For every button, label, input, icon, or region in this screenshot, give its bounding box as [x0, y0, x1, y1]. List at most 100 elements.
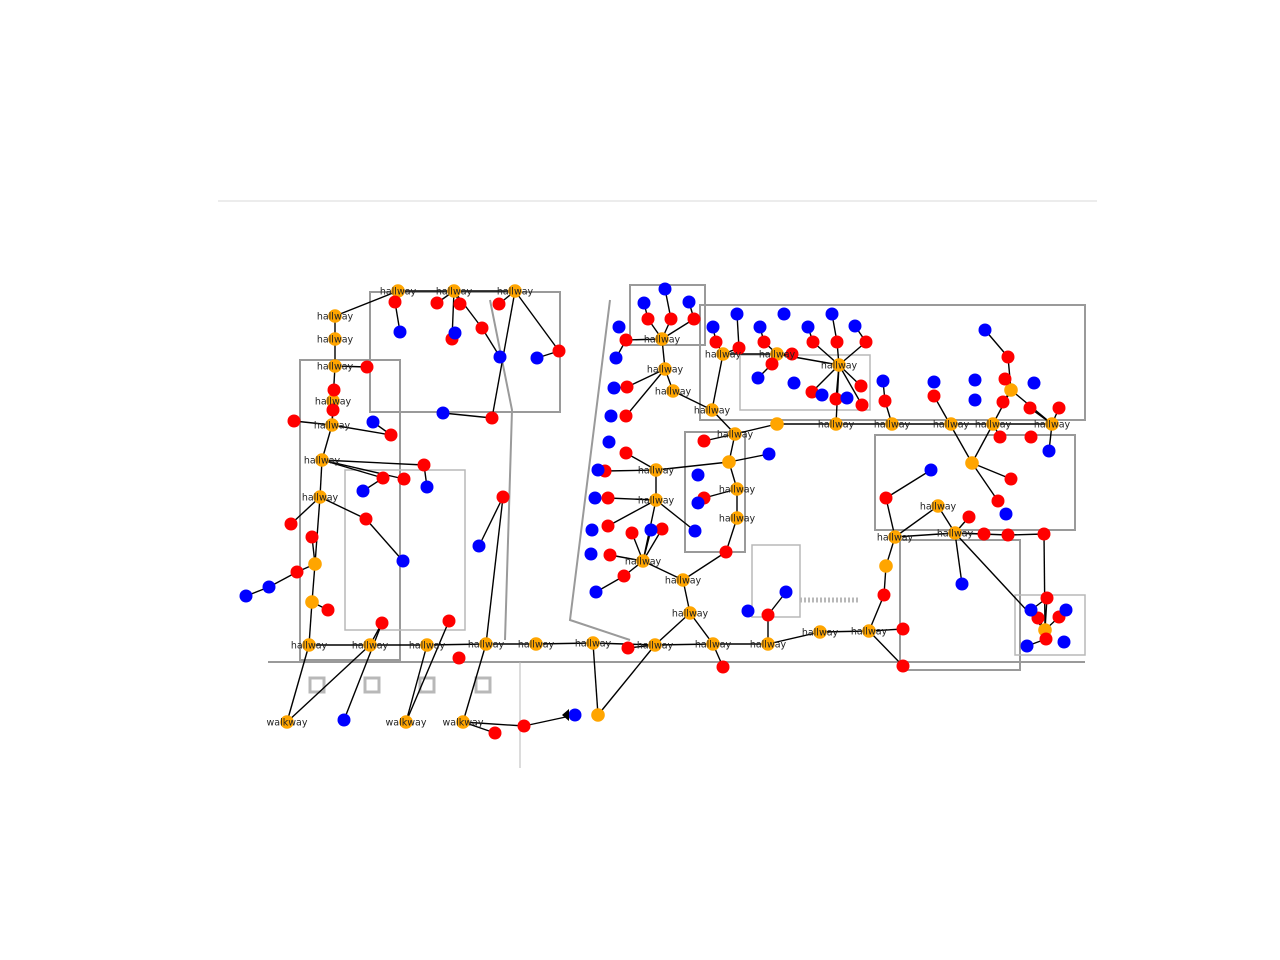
hallway-node: [761, 637, 775, 651]
door-node: [762, 447, 776, 461]
hallway-node: [655, 332, 669, 346]
graph-edge: [286, 644, 371, 723]
hallway-node: [888, 530, 902, 544]
graph-edge: [321, 459, 425, 466]
hallway-node: [591, 708, 605, 722]
door-node: [955, 577, 969, 591]
walkway-label: walkway: [386, 718, 427, 729]
hallway-label: hallway: [672, 609, 709, 620]
hallway-label: hallway: [655, 387, 692, 398]
door-node: [1042, 444, 1056, 458]
room-node: [805, 385, 819, 399]
graph-labels: hallway hallway hallway hallway hallway hallw…: [267, 287, 1071, 729]
graph-edge: [343, 622, 383, 721]
room-node: [855, 398, 869, 412]
room-node: [488, 726, 502, 740]
graph-edge: [954, 532, 963, 585]
graph-edge: [672, 390, 713, 411]
room-node: [765, 357, 779, 371]
graph-edge: [819, 630, 870, 633]
door-node: [239, 589, 253, 603]
hallway-node: [944, 417, 958, 431]
hallway-label: hallway: [380, 287, 417, 298]
graph-edge: [321, 459, 405, 480]
hallway-node: [986, 417, 1000, 431]
room-node: [877, 588, 891, 602]
hallway-node: [328, 359, 342, 373]
hallway-node: [479, 637, 493, 651]
room-node: [496, 490, 510, 504]
room-node: [621, 641, 635, 655]
graph-edge: [625, 368, 666, 417]
room-node: [475, 321, 489, 335]
room-node: [896, 659, 910, 673]
graph-edge: [894, 532, 956, 538]
room-node: [977, 527, 991, 541]
hallway-node: [508, 284, 522, 298]
hallway-label: hallway: [717, 430, 754, 441]
door-node: [591, 463, 605, 477]
hallway-label: hallway: [497, 287, 534, 298]
graph-edge: [971, 423, 994, 464]
room-node: [830, 335, 844, 349]
hallway-label: hallway: [317, 312, 354, 323]
hallway-node: [862, 624, 876, 638]
graph-edge: [607, 499, 657, 527]
room-node: [879, 491, 893, 505]
hallway-label: hallway: [644, 335, 681, 346]
hallway-label: hallway: [719, 514, 756, 525]
hallway-label: hallway: [705, 350, 742, 361]
door-node: [777, 307, 791, 321]
graph-edge: [286, 644, 310, 723]
hallway-label: hallway: [314, 421, 351, 432]
hallway-node: [1045, 417, 1059, 431]
room-node: [1052, 401, 1066, 415]
room-node: [716, 660, 730, 674]
door-node: [472, 539, 486, 553]
room-node: [360, 360, 374, 374]
graph-edge: [655, 461, 730, 471]
room-node: [326, 403, 340, 417]
room-node: [709, 335, 723, 349]
hallway-label: hallway: [317, 335, 354, 346]
room-node: [859, 335, 873, 349]
hallway-node: [649, 463, 663, 477]
room-node: [996, 395, 1010, 409]
hallway-node: [885, 417, 899, 431]
room-node: [993, 430, 1007, 444]
hallway-label: hallway: [920, 502, 957, 513]
hallway-label: hallway: [821, 361, 858, 372]
room-node: [417, 458, 431, 472]
hallway-label: hallway: [695, 640, 732, 651]
door-node: [604, 409, 618, 423]
room-node: [384, 428, 398, 442]
door-node: [436, 406, 450, 420]
door-node: [585, 523, 599, 537]
room-node: [619, 333, 633, 347]
door-node: [658, 282, 672, 296]
room-node: [991, 494, 1005, 508]
hallway-node: [399, 715, 413, 729]
room-node: [603, 548, 617, 562]
hallway-label: hallway: [575, 639, 612, 650]
door-node: [337, 713, 351, 727]
hallway-label: hallway: [647, 365, 684, 376]
room-node: [388, 295, 402, 309]
door-node: [356, 484, 370, 498]
hallway-node: [308, 557, 322, 571]
hallway-label: hallway: [468, 640, 505, 651]
hallway-label: hallway: [315, 397, 352, 408]
door-node: [876, 374, 890, 388]
room-node: [453, 297, 467, 311]
door-node: [366, 415, 380, 429]
room-node: [655, 522, 669, 536]
room-node: [962, 510, 976, 524]
graph-edge: [894, 505, 939, 538]
hallway-label: hallway: [975, 420, 1012, 431]
graph-edge: [597, 644, 656, 716]
door-node: [682, 295, 696, 309]
hallway-label: hallway: [759, 350, 796, 361]
hallway-label: hallway: [638, 496, 675, 507]
door-node: [493, 350, 507, 364]
door-node: [637, 296, 651, 310]
